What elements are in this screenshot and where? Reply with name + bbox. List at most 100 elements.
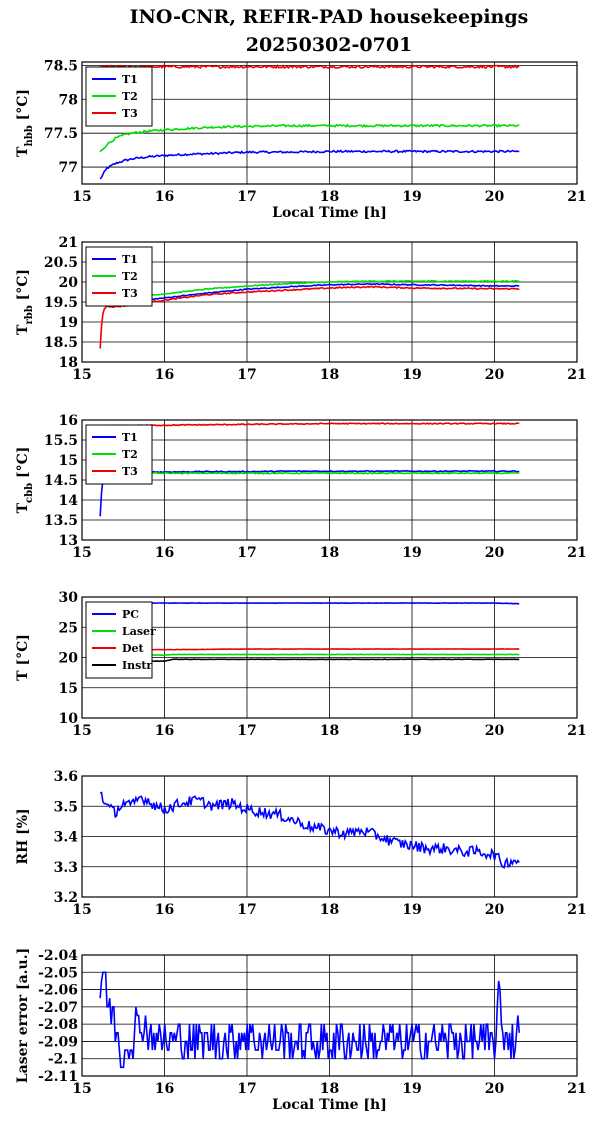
x-tick-label: 16: [155, 902, 174, 918]
x-tick-label: 17: [237, 902, 256, 918]
y-tick-label: 25: [59, 620, 78, 636]
y-tick-label: 20: [59, 275, 79, 291]
series-line-t3: [99, 64, 520, 70]
y-tick-label: 18.5: [44, 335, 78, 351]
plot-frame: [81, 954, 578, 1077]
y-tick-label: 78.5: [44, 58, 78, 74]
x-tick-label: 15: [72, 902, 91, 918]
panel-3: 15 16 17 18 19 20 21 13 13.5 14 14.5 15 15.5 16 Tcbb […: [15, 413, 587, 561]
legend-label-pc: PC: [122, 608, 139, 621]
x-tick-label: 19: [402, 189, 421, 205]
x-tick-label: 18: [320, 723, 339, 739]
legend: T1 T2 T3: [85, 424, 153, 485]
x-tick-label: 19: [402, 723, 421, 739]
x-tick-label: 21: [567, 367, 586, 383]
legend-label-det: Det: [122, 642, 145, 655]
x-tick-label: 16: [155, 189, 174, 205]
y-tick-label: 10: [59, 711, 79, 727]
series-line-instr: [100, 658, 520, 663]
x-tick-label: 16: [155, 545, 174, 561]
series-line-t2: [99, 279, 520, 304]
chart-title-line2: 20250302-0701: [246, 34, 413, 56]
x-tick-label: 15: [72, 189, 91, 205]
y-axis-label: T [°C]: [15, 634, 31, 681]
x-tick-label: 17: [237, 723, 256, 739]
y-tick-label: 3.3: [54, 860, 78, 876]
y-axis-label: Trbb [°C]: [15, 269, 35, 335]
x-tick-label: 20: [485, 367, 505, 383]
x-tick-label: 20: [485, 902, 505, 918]
y-tick-label: 13: [59, 533, 78, 549]
panel-6: 15 16 17 18 19 20 21-2.11-2.1-2.09-2.08-2.07-2…: [15, 948, 587, 1113]
panel-2: 15 16 17 18 19 20 21 18 18.5 19 19.5 20 20.5 21 Trbb […: [15, 235, 587, 383]
y-tick-label: -2.04: [38, 948, 78, 964]
series-line-t1: [99, 469, 520, 517]
legend-label-t1: T1: [122, 73, 138, 86]
y-tick-label: 30: [59, 590, 79, 606]
series-line-laser: [100, 653, 520, 657]
y-tick-label: 13.5: [44, 513, 78, 529]
legend-label-t1: T1: [122, 253, 138, 266]
series-line-t2: [100, 471, 520, 475]
x-tick-label: 16: [155, 1081, 174, 1097]
y-tick-label: 15: [59, 681, 78, 697]
x-tick-label: 21: [567, 723, 586, 739]
x-tick-label: 20: [485, 1081, 505, 1097]
y-tick-label: 20: [59, 651, 79, 667]
legend-label-t2: T2: [122, 448, 138, 461]
y-axis-label: Thbb [°C]: [15, 89, 35, 157]
x-tick-label: 19: [402, 902, 421, 918]
y-tick-label: 3.6: [54, 769, 78, 785]
x-tick-label: 21: [567, 1081, 586, 1097]
plot-frame: [81, 596, 578, 719]
legend: PC Laser Det Instr: [85, 601, 156, 679]
series-line-data: [99, 791, 520, 869]
panel-1: 15 16 17 18 19 20 21 77 77.5 78 78.5 Local Time [h]…: [15, 58, 587, 221]
x-tick-label: 17: [237, 189, 256, 205]
x-tick-label: 17: [237, 1081, 256, 1097]
y-tick-label: 3.5: [54, 799, 78, 815]
y-tick-label: -2.09: [38, 1034, 78, 1050]
x-tick-label: 21: [567, 545, 586, 561]
plot-frame: [81, 241, 578, 363]
x-tick-label: 19: [402, 367, 421, 383]
legend-label-instr: Instr: [122, 659, 152, 672]
y-tick-label: -2.08: [38, 1017, 78, 1033]
x-tick-label: 18: [320, 189, 339, 205]
y-axis-label: RH [%]: [15, 808, 31, 864]
y-tick-label: -2.05: [38, 965, 78, 981]
y-tick-label: -2.07: [38, 1000, 78, 1016]
plot-frame: [81, 61, 578, 185]
y-tick-label: 21: [59, 235, 78, 251]
x-tick-label: 17: [237, 367, 256, 383]
series-line-t1: [100, 282, 520, 305]
y-tick-label: 77.5: [44, 126, 78, 142]
legend-label-t3: T3: [122, 107, 138, 120]
x-tick-label: 15: [72, 1081, 91, 1097]
legend: T1 T2 T3: [85, 246, 153, 307]
x-tick-label: 20: [485, 723, 505, 739]
x-tick-label: 18: [320, 1081, 339, 1097]
y-tick-label: 14: [59, 493, 79, 509]
legend-label-t2: T2: [122, 270, 138, 283]
x-tick-label: 15: [72, 723, 91, 739]
series-line-t3: [99, 422, 520, 427]
legend-label-laser: Laser: [122, 625, 156, 638]
legend-label-t1: T1: [122, 431, 138, 444]
series-line-t1: [99, 149, 520, 180]
y-tick-label: 20.5: [44, 255, 78, 271]
y-tick-label: 18: [59, 355, 78, 371]
y-tick-label: 15.5: [44, 433, 78, 449]
legend-label-t3: T3: [122, 287, 138, 300]
x-axis-label: Local Time [h]: [272, 1097, 387, 1113]
y-tick-label: 19.5: [44, 295, 78, 311]
y-axis-label: Tcbb [°C]: [15, 447, 35, 514]
y-tick-label: 19: [59, 315, 78, 331]
x-tick-label: 20: [485, 545, 505, 561]
y-tick-label: 14.5: [44, 473, 78, 489]
legend: T1 T2 T3: [85, 66, 153, 127]
x-tick-label: 19: [402, 1081, 421, 1097]
x-tick-label: 18: [320, 367, 339, 383]
